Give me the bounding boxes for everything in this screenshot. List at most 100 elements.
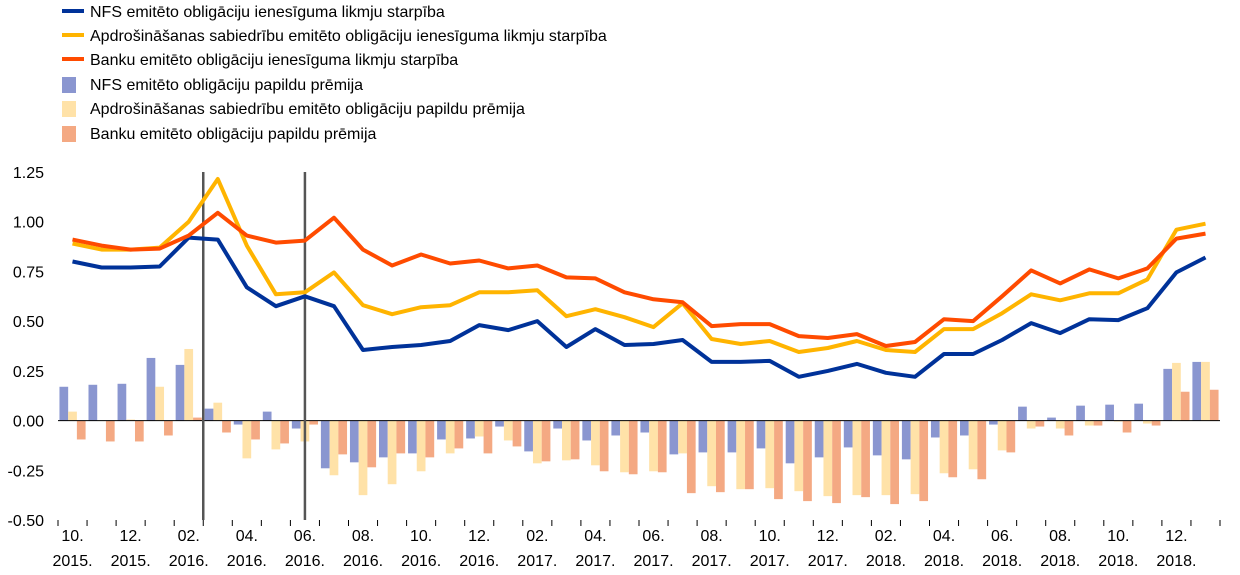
legend-swatch-bar-banks xyxy=(62,126,76,142)
legend-swatch-line-nfs xyxy=(62,9,84,13)
bar-banks xyxy=(1093,420,1103,426)
bar-banks xyxy=(745,420,754,490)
bar-nfs xyxy=(495,420,504,427)
bar-nfs xyxy=(1134,403,1144,421)
bar-banks xyxy=(832,420,841,504)
x-tick-label-month: 08. xyxy=(701,528,723,545)
x-tick-label-month: 10. xyxy=(759,528,781,545)
bar-nfs xyxy=(960,420,969,436)
bar-nfs xyxy=(582,420,592,441)
x-tick-label-month: 12. xyxy=(1165,528,1187,545)
bar-insurance xyxy=(1055,420,1065,429)
bar-banks xyxy=(396,420,406,454)
bar-nfs xyxy=(233,420,243,425)
bar-insurance xyxy=(1143,420,1152,424)
x-tick-label-month: 06. xyxy=(294,528,316,545)
bar-insurance xyxy=(213,402,223,421)
bar-banks xyxy=(861,420,870,498)
bar-banks xyxy=(1209,389,1219,421)
x-tick-label-year: 2017. xyxy=(808,553,848,570)
x-tick-label-year: 2017. xyxy=(692,553,732,570)
line-banks xyxy=(72,210,1206,348)
bar-nfs xyxy=(930,420,940,438)
bar-insurance xyxy=(910,420,920,495)
line-insurance xyxy=(72,177,1206,354)
x-tick-label-month: 12. xyxy=(468,528,490,545)
bar-banks xyxy=(164,420,173,436)
legend-swatch-bar-nfs xyxy=(62,77,76,93)
x-tick-label-month: 04. xyxy=(236,528,258,545)
bar-nfs xyxy=(1105,404,1114,421)
x-tick-label-month: 10. xyxy=(410,528,432,545)
x-tick-label-month: 10. xyxy=(1107,528,1129,545)
bar-insurance xyxy=(591,420,600,466)
bar-series xyxy=(59,348,1219,505)
bar-banks xyxy=(193,417,202,421)
bar-insurance xyxy=(765,420,775,489)
bar-insurance xyxy=(184,348,194,421)
bar-nfs xyxy=(117,383,127,421)
bar-banks xyxy=(948,420,958,478)
legend-label-bar-banks: Banku emitēto obligāciju papildu prēmija xyxy=(90,126,376,143)
x-tick-label-year: 2015. xyxy=(111,553,151,570)
x-tick-label-month: 08. xyxy=(1049,528,1071,545)
bar-nfs xyxy=(756,420,766,449)
x-tick-label-month: 02. xyxy=(526,528,548,545)
bar-nfs xyxy=(146,357,156,421)
bar-banks xyxy=(1122,420,1132,433)
line-series xyxy=(72,177,1207,379)
bar-nfs xyxy=(989,420,998,425)
bar-nfs xyxy=(1163,368,1173,421)
x-tick-label-year: 2018. xyxy=(924,553,964,570)
y-tick-label: 1.25 xyxy=(13,165,44,182)
x-tick-label-month: 06. xyxy=(642,528,664,545)
bar-nfs xyxy=(843,420,853,448)
bar-nfs xyxy=(175,364,185,421)
bar-insurance xyxy=(358,420,368,496)
bar-insurance xyxy=(242,420,252,459)
x-tick-label-year: 2015. xyxy=(53,553,93,570)
bar-insurance xyxy=(678,420,687,454)
x-tick-label-year: 2017. xyxy=(634,553,674,570)
bar-insurance xyxy=(503,420,513,441)
bar-banks xyxy=(570,420,580,460)
bar-nfs xyxy=(785,420,795,464)
bar-insurance xyxy=(1172,362,1181,421)
bar-banks xyxy=(338,420,348,455)
bar-banks xyxy=(774,420,783,500)
x-tick-label-year: 2016. xyxy=(401,553,441,570)
bar-insurance xyxy=(416,420,426,472)
bar-insurance xyxy=(620,420,629,473)
bar-banks xyxy=(134,420,144,442)
bar-nfs xyxy=(872,420,882,456)
bar-banks xyxy=(483,420,493,454)
bar-banks xyxy=(251,420,260,440)
bar-insurance xyxy=(155,386,165,421)
legend-label-bar-insurance: Apdrošināšanas sabiedrību emitēto obligā… xyxy=(90,101,525,118)
bar-nfs xyxy=(204,408,214,421)
y-tick-label: 0.00 xyxy=(13,414,44,431)
bar-banks xyxy=(1151,420,1161,426)
x-tick-label-year: 2018. xyxy=(1098,553,1138,570)
bar-insurance xyxy=(881,420,891,496)
x-tick-label-year: 2016. xyxy=(285,553,325,570)
bar-banks xyxy=(628,420,638,475)
bar-insurance xyxy=(532,420,542,464)
x-tick-label-year: 2016. xyxy=(227,553,267,570)
x-tick-label-month: 12. xyxy=(817,528,839,545)
bar-insurance xyxy=(852,420,862,496)
legend-swatch-line-insurance xyxy=(62,33,84,37)
bar-nfs xyxy=(1192,361,1202,421)
bar-nfs xyxy=(640,420,650,433)
bar-insurance xyxy=(649,420,658,472)
y-tick-label: 0.50 xyxy=(13,314,44,331)
x-tick-label-year: 2017. xyxy=(575,553,615,570)
x-tick-label-month: 10. xyxy=(61,528,83,545)
bar-banks xyxy=(367,420,377,468)
bar-nfs xyxy=(727,420,737,453)
bar-insurance xyxy=(1084,420,1094,426)
y-tick-label: 0.25 xyxy=(13,364,44,381)
x-axis: 10. 2015. 12. 2015. 02. 2016. 04. 2016. 06. 2016.… xyxy=(53,520,1221,570)
legend-label-line-insurance: Apdrošināšanas sabiedrību emitēto obligā… xyxy=(90,28,607,45)
